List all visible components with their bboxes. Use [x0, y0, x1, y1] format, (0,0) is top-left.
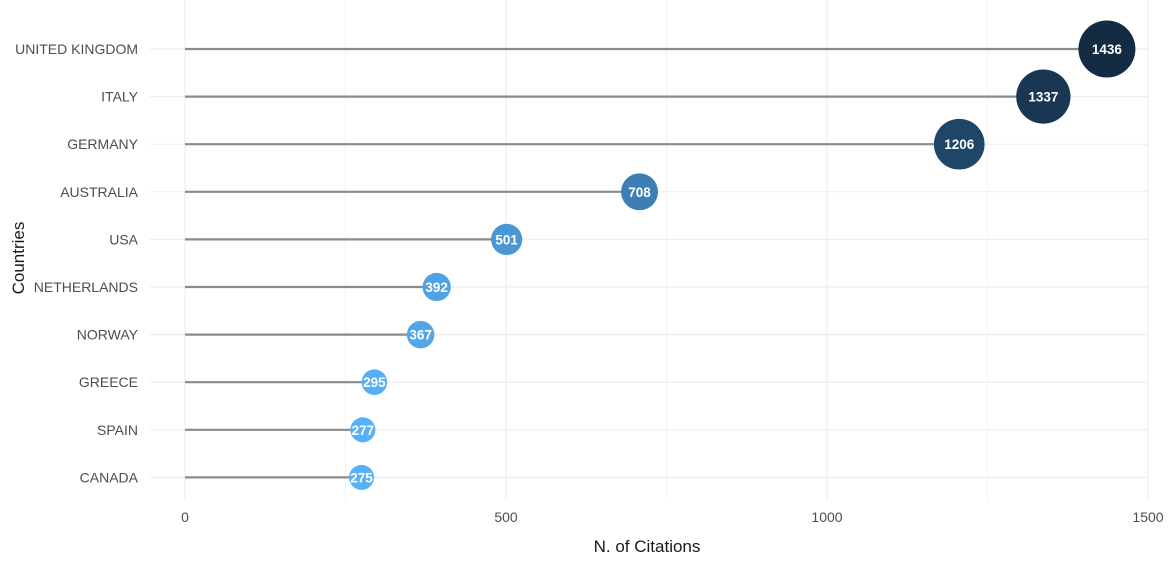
x-tick-label: 1000	[811, 509, 842, 525]
lollipop-point	[350, 417, 376, 443]
y-tick-label: UNITED KINGDOM	[15, 41, 138, 57]
y-tick-label: SPAIN	[97, 422, 138, 438]
lollipop-point	[1016, 69, 1071, 124]
lollipop-point	[349, 464, 375, 490]
x-tick-label: 0	[181, 509, 189, 525]
lollipop-point	[491, 223, 523, 256]
lollipop-point	[1078, 20, 1136, 78]
lollipop-point	[933, 118, 985, 170]
lollipop-point	[422, 272, 451, 302]
data-label: 1337	[1028, 90, 1058, 105]
point-layer: 1436 1337 1206 708 501 392 367 295 277 275	[349, 20, 1136, 490]
data-label: 1206	[944, 137, 975, 152]
y-tick-label: AUSTRALIA	[60, 184, 138, 200]
data-label: 708	[628, 185, 651, 200]
lollipop-point	[361, 369, 388, 395]
y-tick-label: GREECE	[79, 374, 138, 390]
y-tick-label: USA	[109, 231, 138, 247]
y-tick-label: GERMANY	[67, 136, 138, 152]
x-tick-label: 500	[494, 509, 518, 525]
x-axis-title: N. of Citations	[594, 537, 701, 556]
y-tick-label: NETHERLANDS	[34, 279, 138, 295]
y-tick-label: CANADA	[80, 469, 139, 485]
grid-layer	[150, 0, 1149, 500]
data-label: 295	[363, 375, 386, 390]
y-tick-label: NORWAY	[77, 327, 139, 343]
data-label: 501	[495, 232, 518, 247]
data-label: 1436	[1092, 42, 1123, 57]
lollipop-point	[621, 173, 659, 211]
stem-layer	[185, 47, 1107, 479]
y-axis-title: Countries	[9, 222, 28, 295]
y-tick-label: ITALY	[101, 89, 138, 105]
x-tick-label: 1500	[1132, 509, 1163, 525]
lollipop-point	[406, 320, 435, 349]
data-label: 275	[350, 470, 373, 485]
data-label: 277	[352, 423, 375, 438]
label-layer: 0 500 1000 1500 UNITED KINGDOM ITALY GERMANY AU…	[15, 41, 1164, 525]
data-label: 367	[409, 328, 432, 343]
data-label: 392	[425, 280, 448, 295]
